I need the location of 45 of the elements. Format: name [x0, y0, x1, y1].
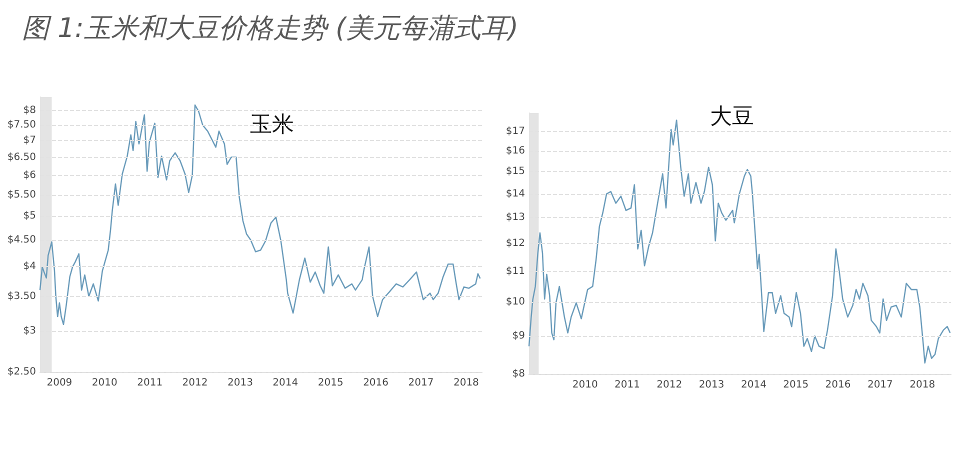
x-tick-label: 2014: [272, 378, 298, 388]
x-tick-label: 2009: [46, 378, 72, 388]
x-tick-label: 2010: [92, 378, 118, 388]
x-tick-label: 2015: [318, 378, 344, 388]
y-tick-label: $17: [506, 126, 525, 137]
x-tick-label: 2016: [363, 378, 389, 388]
chart-title: 图 1:玉米和大豆价格走势 (美元每蒲式耳): [22, 12, 519, 46]
y-tick-label: $8: [23, 105, 36, 116]
y-tick-label: $11: [506, 266, 525, 278]
y-tick-label: $6: [23, 170, 36, 181]
x-tick-label: 2010: [572, 380, 598, 390]
x-tick-label: 2015: [783, 380, 809, 390]
x-tick-label: 2017: [867, 380, 893, 390]
y-tick-label: $10: [506, 296, 525, 308]
x-tick-label: 2018: [910, 380, 936, 390]
y-tick-label: $15: [506, 166, 525, 178]
y-tick-label: $7.50: [7, 120, 36, 131]
y-tick-label: $3.50: [7, 290, 36, 302]
x-tick-label: 2011: [137, 378, 163, 388]
y-tick-label: $16: [506, 145, 525, 156]
x-tick-label: 2013: [227, 378, 253, 388]
x-tick-label: 2018: [453, 378, 479, 388]
y-tick-label: $4.50: [7, 234, 36, 246]
y-tick-label: $12: [506, 238, 525, 249]
y-tick-label: $6.50: [7, 152, 36, 163]
x-tick-label: 2016: [825, 380, 851, 390]
y-tick-label: $7: [23, 135, 36, 146]
y-tick-label: $4: [23, 260, 36, 272]
x-tick-label: 2013: [698, 380, 724, 390]
x-tick-label: 2011: [614, 380, 640, 390]
x-tick-label: 2014: [740, 380, 766, 390]
y-tick-label: $9: [512, 330, 525, 342]
y-tick-label: $3: [23, 326, 36, 337]
line-series: [39, 104, 481, 326]
y-tick-label: $14: [506, 188, 525, 200]
x-tick-label: 2012: [656, 380, 682, 390]
y-tick-label: $5.50: [7, 189, 36, 200]
y-tick-label: $13: [506, 212, 525, 224]
x-tick-label: 2017: [408, 378, 434, 388]
annotation: 大豆: [710, 104, 754, 130]
y-tick-label: $5: [23, 210, 36, 222]
y-tick-label: $8: [512, 368, 525, 380]
y-tick-label: $2.50: [7, 366, 36, 378]
x-tick-label: 2012: [182, 378, 208, 388]
annotation: 玉米: [250, 112, 294, 138]
